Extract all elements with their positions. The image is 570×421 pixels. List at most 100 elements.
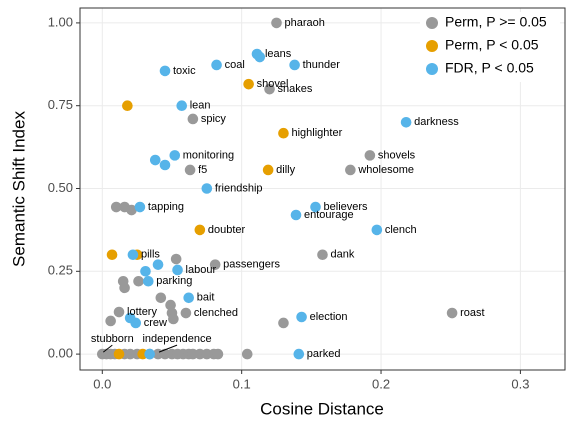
point-label: coal: [225, 59, 245, 71]
point: [159, 159, 171, 171]
point: [183, 292, 195, 304]
point-label: believers: [324, 201, 369, 213]
leader-line: [158, 344, 178, 353]
point-label: tapping: [148, 201, 184, 213]
point: [317, 249, 328, 261]
point: [400, 116, 412, 128]
point: [144, 348, 155, 360]
point: [262, 164, 274, 176]
point: [142, 275, 154, 287]
point: [212, 348, 224, 360]
point: [293, 348, 305, 360]
point-label: snakes: [278, 83, 313, 95]
point-label: stubborn: [91, 333, 134, 345]
point: [446, 307, 458, 319]
point: [134, 201, 146, 213]
point-label: monitoring: [183, 149, 234, 161]
y-tick-label: 0.00: [48, 346, 73, 361]
point: [254, 51, 266, 63]
x-tick-label: 0.2: [372, 376, 390, 391]
point: [165, 299, 176, 311]
point-label: independence: [142, 333, 211, 345]
point: [187, 113, 199, 125]
point: [155, 292, 167, 304]
y-tick-label: 0.75: [48, 97, 73, 112]
point: [201, 183, 213, 194]
point: [113, 348, 125, 360]
y-tick-label: 0.25: [48, 263, 73, 278]
point: [278, 317, 289, 329]
point-label: f5: [198, 164, 207, 176]
legend-box: [420, 12, 560, 82]
point: [113, 306, 125, 318]
point-label: spicy: [201, 113, 227, 125]
point-label: leans: [265, 48, 292, 60]
x-tick-label: 0.3: [511, 376, 529, 391]
point: [243, 78, 254, 90]
point: [345, 164, 356, 176]
point-label: shovel: [257, 78, 289, 90]
point: [264, 83, 275, 95]
point-label: passengers: [223, 259, 280, 271]
legend-key: [426, 63, 438, 75]
point: [278, 127, 289, 139]
point-label: election: [310, 311, 348, 323]
point: [194, 224, 206, 236]
point-label: darkness: [414, 116, 459, 128]
point: [127, 249, 139, 261]
point-label: shovels: [378, 149, 416, 161]
point-label: dank: [331, 249, 355, 261]
point: [364, 150, 376, 161]
point: [290, 209, 302, 221]
point: [241, 348, 253, 360]
point: [211, 59, 222, 71]
point: [209, 259, 221, 270]
point-label: thunder: [303, 59, 341, 71]
point-label: friendship: [215, 182, 263, 194]
point-label: lean: [190, 100, 211, 112]
y-tick-label: 0.50: [48, 180, 73, 195]
point-label: roast: [460, 307, 484, 319]
x-tick-label: 0.0: [93, 376, 111, 391]
point-label: labour: [186, 264, 217, 276]
point-label: crew: [144, 317, 167, 329]
point: [289, 59, 300, 71]
legend-label: Perm, P >= 0.05: [445, 14, 547, 30]
point-label: lottery: [127, 306, 157, 318]
point: [172, 264, 183, 276]
point: [106, 249, 118, 261]
point: [105, 315, 116, 327]
point-label: toxic: [173, 65, 196, 77]
point-label: entourage: [304, 209, 354, 221]
x-axis-title: Cosine Distance: [260, 399, 384, 418]
legend-key: [426, 17, 438, 29]
x-tick-label: 0.1: [233, 376, 251, 391]
legend-key: [426, 40, 438, 52]
legend-label: FDR, P < 0.05: [445, 60, 534, 76]
point: [169, 150, 181, 161]
point: [149, 154, 161, 166]
point: [152, 259, 164, 270]
point-label: wholesome: [357, 164, 414, 176]
point: [122, 100, 133, 112]
point-label: clench: [385, 224, 417, 236]
point: [170, 253, 182, 265]
legend: Perm, P >= 0.05 Perm, P < 0.05 FDR, P < 0.…: [420, 12, 560, 82]
point-label: pharaoh: [285, 17, 325, 29]
point: [184, 164, 196, 176]
point-label: pills: [141, 249, 160, 261]
point-label: highlighter: [291, 127, 342, 139]
leader-line: [102, 344, 113, 353]
point-label: parking: [156, 275, 192, 287]
point-label: clenched: [194, 307, 238, 319]
point: [133, 275, 144, 287]
y-tick-label: 1.00: [48, 14, 73, 29]
point: [168, 313, 179, 325]
point: [159, 65, 171, 77]
point-label: doubter: [208, 224, 246, 236]
point-labels: pharaoh snakes spicy f5 shovels wholesome dank…: [91, 17, 485, 360]
point: [176, 100, 188, 112]
point: [140, 266, 151, 277]
points: [96, 17, 458, 360]
point: [371, 224, 383, 236]
